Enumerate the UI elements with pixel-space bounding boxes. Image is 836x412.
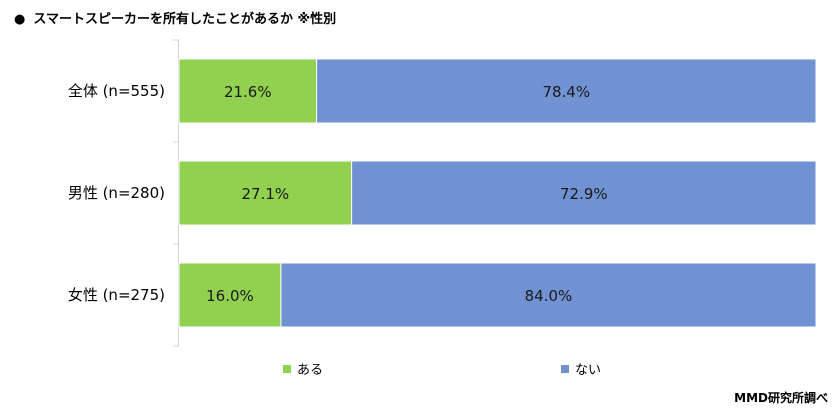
bar-segment-aru bbox=[178, 160, 353, 226]
bar-segment-aru bbox=[178, 58, 318, 124]
bar-segment-aru bbox=[178, 262, 282, 328]
data-label: 72.9% bbox=[560, 185, 608, 203]
source-note: MMD研究所調べ bbox=[734, 391, 828, 405]
legend-label: ある bbox=[297, 363, 323, 378]
legend-swatch bbox=[283, 365, 291, 373]
legend-label: ない bbox=[575, 363, 601, 378]
chart-title: ● スマートスピーカーを所有したことがあるか ※性別 bbox=[14, 8, 336, 27]
bar-segment-nai bbox=[280, 262, 817, 328]
category-label: 女性 (n=275) bbox=[68, 286, 165, 304]
data-label: 21.6% bbox=[224, 83, 272, 101]
title-text: スマートスピーカーを所有したことがあるか ※性別 bbox=[33, 12, 337, 27]
legend-swatch bbox=[561, 365, 569, 373]
data-label: 16.0% bbox=[206, 287, 254, 305]
title-bullet: ● bbox=[14, 12, 26, 27]
data-label: 84.0% bbox=[525, 287, 573, 305]
category-label: 全体 (n=555) bbox=[68, 82, 165, 100]
category-label: 男性 (n=280) bbox=[68, 184, 165, 202]
bar-segment-nai bbox=[351, 160, 817, 226]
bar-segment-nai bbox=[316, 58, 817, 124]
data-label: 27.1% bbox=[241, 185, 289, 203]
data-label: 78.4% bbox=[542, 83, 590, 101]
